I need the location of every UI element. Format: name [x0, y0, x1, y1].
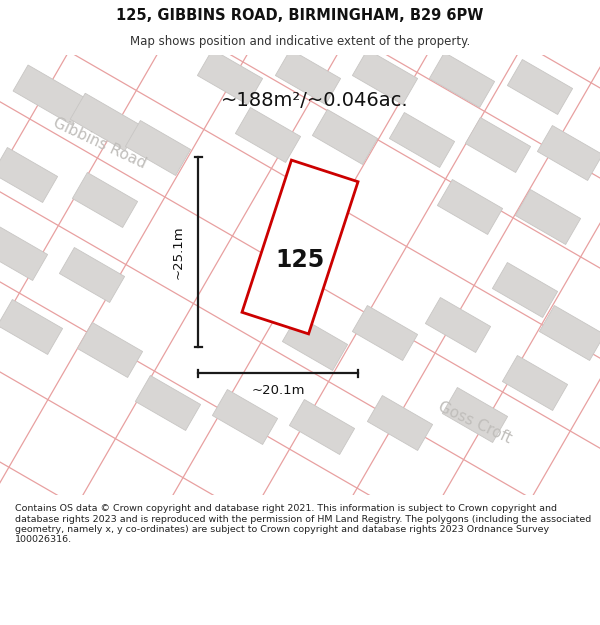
Text: 125: 125	[275, 248, 325, 272]
Polygon shape	[73, 173, 137, 228]
Polygon shape	[125, 121, 191, 176]
Polygon shape	[70, 93, 140, 151]
Polygon shape	[13, 65, 87, 125]
Polygon shape	[389, 112, 455, 168]
Polygon shape	[313, 109, 377, 164]
Polygon shape	[352, 306, 418, 361]
Polygon shape	[197, 49, 263, 104]
Polygon shape	[0, 226, 47, 281]
Polygon shape	[242, 160, 358, 334]
Polygon shape	[0, 148, 58, 202]
Text: 125, GIBBINS ROAD, BIRMINGHAM, B29 6PW: 125, GIBBINS ROAD, BIRMINGHAM, B29 6PW	[116, 8, 484, 23]
Polygon shape	[493, 262, 557, 318]
Text: ~188m²/~0.046ac.: ~188m²/~0.046ac.	[221, 91, 409, 109]
Polygon shape	[437, 179, 503, 234]
Text: Goss Croft: Goss Croft	[436, 399, 514, 446]
Polygon shape	[235, 107, 301, 162]
Polygon shape	[539, 306, 600, 361]
Polygon shape	[283, 316, 347, 371]
Text: ~20.1m: ~20.1m	[251, 384, 305, 396]
Polygon shape	[538, 126, 600, 181]
Text: Map shows position and indicative extent of the property.: Map shows position and indicative extent…	[130, 35, 470, 48]
Polygon shape	[352, 49, 418, 104]
Polygon shape	[367, 396, 433, 451]
Text: Gibbins Road: Gibbins Road	[51, 115, 149, 171]
Polygon shape	[515, 189, 581, 244]
Polygon shape	[430, 52, 494, 107]
Polygon shape	[0, 299, 62, 354]
Polygon shape	[442, 388, 508, 442]
Text: ~25.1m: ~25.1m	[172, 225, 185, 279]
Polygon shape	[502, 356, 568, 411]
Text: Contains OS data © Crown copyright and database right 2021. This information is : Contains OS data © Crown copyright and d…	[15, 504, 591, 544]
Polygon shape	[275, 49, 341, 104]
Polygon shape	[289, 399, 355, 454]
Polygon shape	[466, 118, 530, 172]
Polygon shape	[425, 298, 491, 352]
Polygon shape	[508, 59, 572, 114]
Polygon shape	[59, 248, 125, 302]
Polygon shape	[136, 376, 200, 431]
Polygon shape	[77, 322, 143, 378]
Polygon shape	[212, 389, 278, 444]
